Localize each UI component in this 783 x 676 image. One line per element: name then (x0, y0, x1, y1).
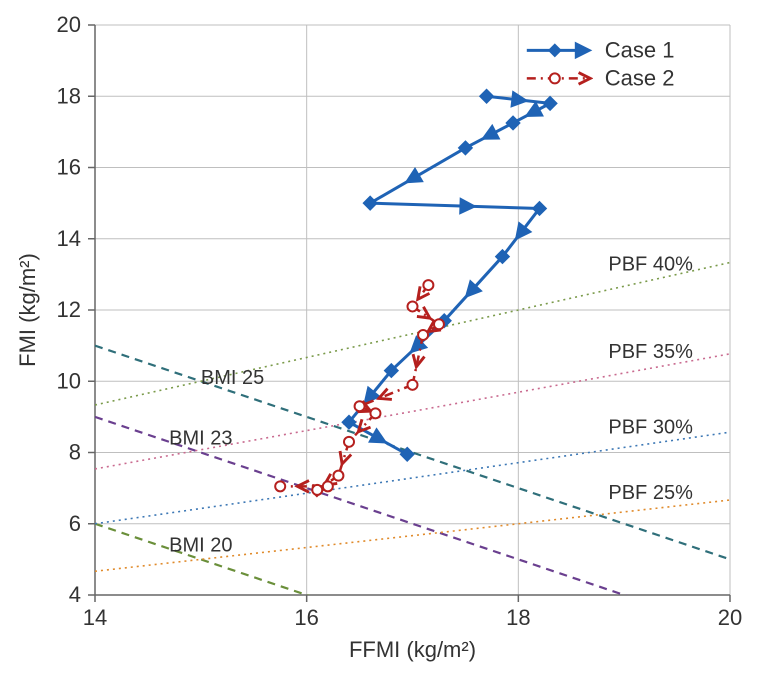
series-case2-marker (423, 280, 433, 290)
bmi-ref-label: BMI 23 (169, 428, 232, 450)
x-axis-title: FFMI (kg/m²) (349, 637, 476, 662)
x-tick-label: 18 (506, 605, 530, 630)
bmi-ref-label: BMI 20 (169, 534, 232, 556)
series-case2-marker (275, 481, 285, 491)
y-tick-label: 20 (57, 12, 81, 37)
legend-case2-marker (550, 73, 560, 83)
legend-case1-label: Case 1 (605, 37, 675, 62)
x-tick-label: 14 (83, 605, 107, 630)
bmi-ref-label: BMI 25 (201, 367, 264, 389)
body-composition-chart: 14 16 18 20 4 6 8 10 12 14 16 18 20 FFMI (kg/m²) FMI (… (0, 0, 783, 676)
series-case2-marker (323, 481, 333, 491)
series-case2-marker (408, 380, 418, 390)
pbf-ref-label: PBF 40% (608, 253, 693, 275)
series-case2-marker (312, 485, 322, 495)
y-tick-label: 16 (57, 155, 81, 180)
chart-background (0, 0, 783, 676)
series-case2-marker (418, 330, 428, 340)
series-case2-marker (408, 301, 418, 311)
x-tick-label: 16 (294, 605, 318, 630)
series-case2-marker (355, 401, 365, 411)
series-case2-marker (333, 471, 343, 481)
y-axis-title: FMI (kg/m²) (15, 253, 40, 367)
y-tick-label: 14 (57, 226, 81, 251)
series-case1-arrow (467, 295, 468, 296)
y-tick-label: 10 (57, 368, 81, 393)
pbf-ref-label: PBF 35% (608, 341, 693, 363)
y-tick-label: 18 (57, 83, 81, 108)
y-tick-label: 6 (69, 511, 81, 536)
series-case2-marker (370, 408, 380, 418)
series-case2-marker (344, 437, 354, 447)
y-tick-label: 12 (57, 297, 81, 322)
series-case1-arrow (407, 181, 408, 182)
y-tick-label: 4 (69, 582, 81, 607)
legend-case2-label: Case 2 (605, 65, 675, 90)
pbf-ref-label: PBF 30% (608, 417, 693, 439)
pbf-ref-label: PBF 25% (608, 482, 693, 504)
x-tick-label: 20 (718, 605, 742, 630)
series-case2-marker (434, 319, 444, 329)
y-tick-label: 8 (69, 440, 81, 465)
chart-svg: 14 16 18 20 4 6 8 10 12 14 16 18 20 FFMI (kg/m²) FMI (… (0, 0, 783, 676)
